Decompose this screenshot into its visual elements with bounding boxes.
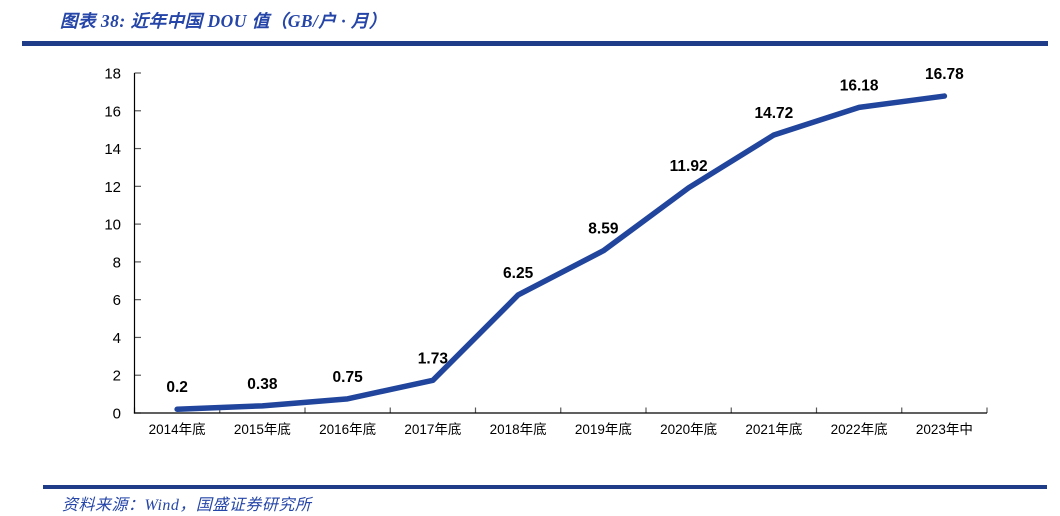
y-axis-tick-label: 2: [113, 368, 121, 385]
x-axis-category-label: 2015年底: [234, 422, 291, 437]
x-axis-category-label: 2023年中: [916, 422, 973, 437]
data-point-label: 16.78: [925, 66, 964, 83]
chart-title: 图表 38: 近年中国 DOU 值（GB/户 · 月）: [60, 11, 388, 31]
x-axis-category-label: 2018年底: [490, 422, 547, 437]
data-point-label: 0.38: [247, 376, 278, 393]
x-axis-category-label: 2022年底: [831, 422, 888, 437]
y-axis-tick-label: 16: [104, 103, 121, 120]
data-point-label: 0.2: [166, 379, 188, 396]
data-point-label: 14.72: [754, 105, 793, 122]
y-axis-tick-label: 6: [113, 292, 121, 309]
x-axis-category-label: 2019年底: [575, 422, 632, 437]
y-axis-tick-label: 10: [104, 217, 121, 234]
x-axis-category-label: 2020年底: [660, 422, 717, 437]
dou-line-series: [174, 93, 948, 412]
y-axis-tick-label: 14: [104, 141, 121, 158]
data-point-label: 0.75: [333, 369, 364, 386]
x-axis-category-label: 2021年底: [745, 422, 802, 437]
data-point-label: 6.25: [503, 265, 534, 282]
x-axis-category-label: 2016年底: [319, 422, 376, 437]
y-axis-tick-label: 4: [113, 330, 121, 347]
y-axis-tick-label: 0: [113, 406, 121, 423]
data-point-label: 11.92: [670, 158, 708, 175]
y-axis-tick-label: 8: [113, 254, 121, 271]
data-point-label: 8.59: [588, 221, 619, 238]
top-divider: [22, 41, 1048, 46]
data-point-label: 1.73: [418, 350, 449, 367]
y-axis-tick-label: 18: [104, 66, 121, 83]
bottom-divider: [43, 485, 1047, 489]
data-point-label: 16.18: [840, 77, 879, 94]
y-axis-tick-label: 12: [104, 179, 121, 196]
x-axis-category-label: 2017年底: [404, 422, 461, 437]
source-note: 资料来源：Wind，国盛证券研究所: [62, 497, 312, 514]
x-axis-category-label: 2014年底: [149, 422, 206, 437]
